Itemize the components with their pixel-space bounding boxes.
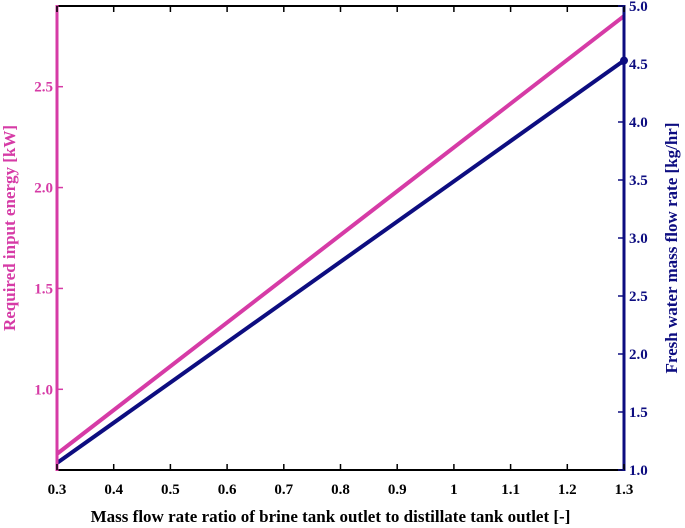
series-line-energy [55, 14, 626, 456]
right-y-tick-label: 1.0 [629, 463, 648, 479]
left-y-tick-label: 2.0 [34, 181, 53, 197]
left-y-tick-label: 1.0 [34, 382, 53, 398]
x-tick-label: 0.4 [104, 482, 123, 498]
left-y-tick-label: 2.5 [34, 80, 53, 96]
x-tick-label: 0.5 [161, 482, 180, 498]
left-y-axis-title: Required input energy [kW] [0, 125, 19, 331]
series-layer [55, 14, 628, 465]
right-y-tick-label: 3.5 [629, 173, 648, 189]
right-y-tick-label: 4.0 [629, 115, 648, 131]
x-tick-label: 0.6 [218, 482, 237, 498]
right-y-tick-label: 4.5 [629, 57, 648, 73]
x-tick-label: 1.3 [615, 482, 634, 498]
right-y-tick-label: 1.5 [629, 405, 648, 421]
right-y-tick-label: 3.0 [629, 231, 648, 247]
x-tick-label: 0.7 [274, 482, 293, 498]
right-y-tick-label: 5.0 [629, 0, 648, 15]
x-tick-label: 1 [450, 482, 458, 498]
x-tick-label: 0.8 [331, 482, 350, 498]
x-tick-label: 0.3 [48, 482, 67, 498]
x-tick-label: 1.2 [558, 482, 577, 498]
right-y-tick-label: 2.0 [629, 347, 648, 363]
ticks-layer: 0.3 0.4 0.5 0.6 0.7 0.8 0.9 1 1.1 1.2 1.3 1.0 1.5 2.0… [34, 0, 648, 498]
x-axis-title: Mass flow rate ratio of brine tank outle… [91, 507, 571, 526]
right-y-axis-title: Fresh water mass flow rate [kg/hr] [662, 122, 681, 373]
left-y-tick-label: 1.5 [34, 281, 53, 297]
right-y-tick-label: 2.5 [629, 289, 648, 305]
series-line-fresh-water [55, 58, 626, 465]
x-tick-label: 1.1 [501, 482, 520, 498]
x-tick-label: 0.9 [388, 482, 407, 498]
